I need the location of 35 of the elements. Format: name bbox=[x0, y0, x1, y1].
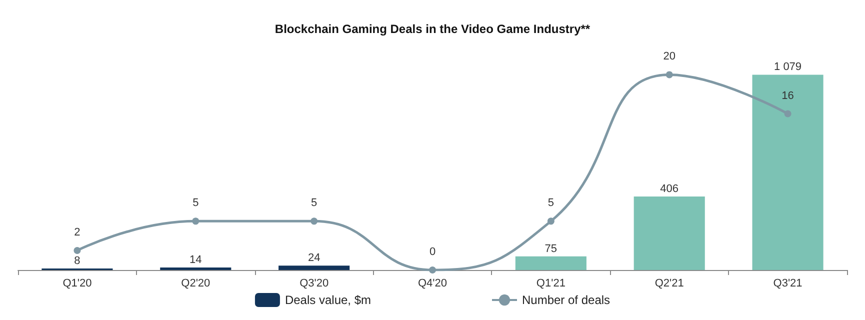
data-label: 16 bbox=[782, 90, 794, 102]
point bbox=[547, 218, 554, 225]
data-label: 406 bbox=[660, 183, 679, 196]
data-label: 2 bbox=[74, 226, 80, 238]
point bbox=[74, 246, 81, 254]
bar bbox=[634, 196, 705, 270]
data-label: 8 bbox=[74, 255, 80, 268]
chart-title: Blockchain Gaming Deals in the Video Game Industry** bbox=[274, 22, 590, 36]
point bbox=[666, 71, 673, 78]
legend-label: Number of deals bbox=[522, 293, 610, 307]
x-tick-label: Q3'21 bbox=[773, 278, 802, 290]
x-tick-label: Q1'20 bbox=[62, 278, 92, 290]
data-label: 5 bbox=[548, 197, 554, 210]
bar bbox=[515, 256, 586, 270]
data-label: 20 bbox=[663, 50, 676, 63]
bar bbox=[752, 74, 824, 270]
bar bbox=[278, 266, 350, 270]
data-label: 14 bbox=[190, 254, 202, 266]
point bbox=[784, 110, 792, 118]
data-label: 5 bbox=[311, 197, 318, 210]
legend-label: Deals value, $m bbox=[284, 293, 372, 307]
point bbox=[192, 218, 200, 225]
x-tick-label: Q2'20 bbox=[181, 278, 210, 290]
data-label: 24 bbox=[308, 252, 320, 264]
point bbox=[310, 218, 318, 225]
x-tick-label: Q3'20 bbox=[300, 278, 329, 290]
x-tick-label: Q2'21 bbox=[654, 278, 684, 290]
x-tick-label: Q4'20 bbox=[418, 278, 448, 290]
data-label: 5 bbox=[192, 197, 199, 210]
x-tick-label: Q1'21 bbox=[536, 278, 566, 290]
data-label: 75 bbox=[544, 242, 558, 255]
point bbox=[429, 266, 436, 274]
data-label: 0 bbox=[429, 246, 436, 258]
bar bbox=[160, 267, 232, 270]
data-label: 1 079 bbox=[774, 61, 802, 74]
